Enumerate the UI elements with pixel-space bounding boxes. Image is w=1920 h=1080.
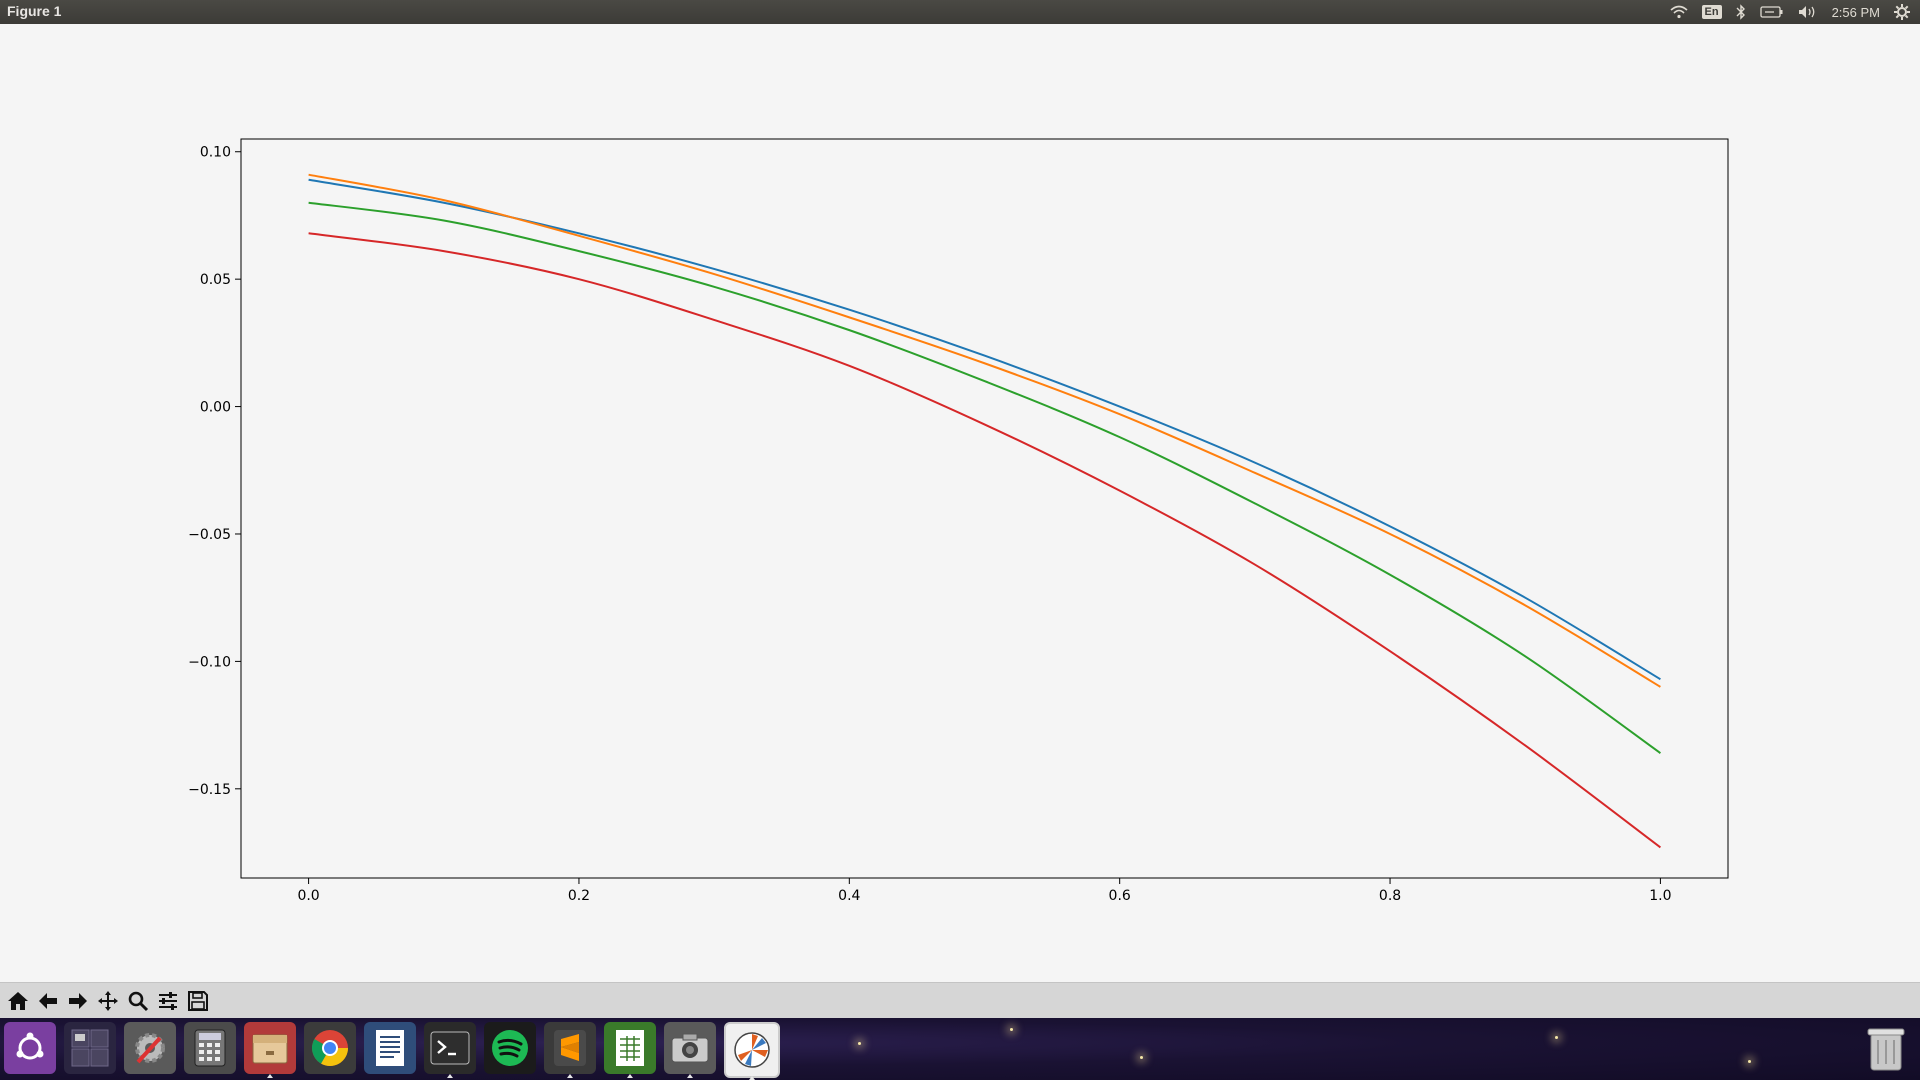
dock-app-list xyxy=(4,1022,780,1080)
y-tick-label: −0.15 xyxy=(188,782,231,798)
text-editor-icon[interactable] xyxy=(364,1022,416,1074)
figure-canvas[interactable]: 0.0 0.2 0.4 0.6 0.8 1.0 0.10 0.05 0.00 −0.05 −0.10… xyxy=(0,24,1920,982)
save-icon[interactable] xyxy=(184,987,212,1015)
y-tick-label: 0.10 xyxy=(200,145,231,161)
spreadsheet-icon[interactable] xyxy=(604,1022,656,1078)
pan-icon[interactable] xyxy=(94,987,122,1015)
file-manager-icon[interactable] xyxy=(244,1022,296,1078)
window-title: Figure 1 xyxy=(7,3,62,19)
clock[interactable]: 2:56 PM xyxy=(1831,4,1880,20)
x-tick-label: 0.6 xyxy=(1109,888,1131,904)
wifi-icon[interactable] xyxy=(1669,0,1688,24)
terminal-icon[interactable] xyxy=(424,1022,476,1078)
running-indicator xyxy=(267,1074,273,1078)
spotify-icon[interactable] xyxy=(484,1022,536,1074)
zoom-icon[interactable] xyxy=(124,987,152,1015)
y-tick-label: −0.05 xyxy=(188,527,231,543)
y-tick-label: 0.05 xyxy=(200,272,231,288)
x-tick-label: 0.2 xyxy=(568,888,590,904)
x-tick-label: 0.4 xyxy=(838,888,860,904)
y-tick-label: 0.00 xyxy=(200,400,231,416)
running-indicator xyxy=(447,1074,453,1078)
language-label: En xyxy=(1701,5,1722,19)
series-line-2 xyxy=(308,173,1661,688)
navigation-toolbar xyxy=(0,982,1920,1019)
home-icon[interactable] xyxy=(4,987,32,1015)
forward-arrow-icon[interactable] xyxy=(64,987,92,1015)
workspace-switcher-icon[interactable] xyxy=(64,1022,116,1074)
y-tick-label: −0.10 xyxy=(188,654,231,670)
system-tray: En 2:56 PM xyxy=(1669,0,1910,24)
series-line-1 xyxy=(308,178,1661,681)
language-indicator[interactable]: En xyxy=(1701,0,1722,24)
running-indicator xyxy=(687,1074,693,1078)
series-line-3 xyxy=(308,201,1661,754)
background-star xyxy=(1140,1056,1143,1059)
series-line-4 xyxy=(308,232,1662,849)
configure-subplots-icon[interactable] xyxy=(154,987,182,1015)
x-tick-label: 1.0 xyxy=(1649,888,1671,904)
top-panel: Figure 1 En 2:56 PM xyxy=(0,0,1920,24)
trash-icon[interactable] xyxy=(1860,1022,1912,1074)
line-chart: 0.0 0.2 0.4 0.6 0.8 1.0 0.10 0.05 0.00 −0.05 −0.10… xyxy=(188,138,1729,904)
x-tick-label: 0.8 xyxy=(1379,888,1401,904)
settings-gear-icon[interactable] xyxy=(1894,0,1910,24)
screenshot-icon[interactable] xyxy=(664,1022,716,1078)
battery-icon[interactable] xyxy=(1759,0,1784,24)
running-indicator xyxy=(567,1074,573,1078)
running-indicator xyxy=(627,1074,633,1078)
system-settings-icon[interactable] xyxy=(124,1022,176,1074)
volume-icon[interactable] xyxy=(1798,0,1818,24)
bluetooth-icon[interactable] xyxy=(1736,0,1746,24)
back-arrow-icon[interactable] xyxy=(34,987,62,1015)
sublime-text-icon[interactable] xyxy=(544,1022,596,1078)
axes-frame xyxy=(240,138,1729,879)
background-star xyxy=(1748,1060,1751,1063)
launcher-dock xyxy=(0,1018,1920,1080)
chrome-icon[interactable] xyxy=(304,1022,356,1074)
background-star xyxy=(1010,1028,1013,1031)
background-star xyxy=(1555,1036,1558,1039)
calculator-icon[interactable] xyxy=(184,1022,236,1074)
x-tick-label: 0.0 xyxy=(297,888,319,904)
ubuntu-dash-icon[interactable] xyxy=(4,1022,56,1074)
python-figure-icon[interactable] xyxy=(724,1022,780,1080)
running-indicator xyxy=(749,1076,755,1080)
background-star xyxy=(858,1042,861,1045)
